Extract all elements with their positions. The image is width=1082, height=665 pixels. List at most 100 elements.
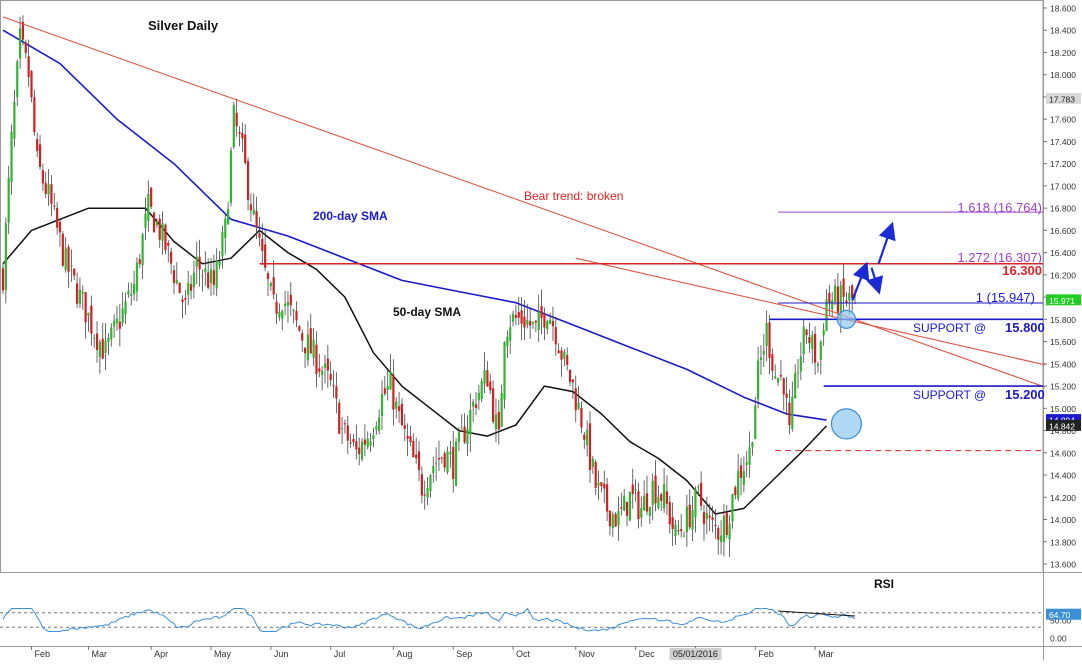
candle	[244, 134, 247, 163]
candle	[426, 487, 429, 498]
candle	[281, 310, 284, 320]
candle	[432, 466, 435, 474]
candle	[697, 486, 700, 488]
candle	[150, 187, 153, 207]
candle	[315, 344, 318, 374]
candle	[566, 355, 569, 365]
candle	[44, 182, 47, 194]
candle	[118, 321, 121, 329]
fib-1272-label: 1.272 (16.307)	[957, 250, 1042, 265]
sma50-line	[2, 207, 828, 515]
candle	[702, 512, 706, 525]
price-badge-label: 14.842	[1049, 421, 1075, 431]
candle	[218, 261, 221, 266]
candle	[189, 284, 193, 291]
candle	[261, 238, 264, 251]
candle	[235, 112, 238, 127]
rsi-value-label: 64.70	[1049, 610, 1071, 620]
candle	[628, 491, 631, 521]
candle	[309, 328, 312, 354]
candle	[503, 342, 506, 400]
sma-cross-circle	[830, 408, 863, 440]
candle	[30, 71, 33, 98]
candle	[688, 504, 691, 528]
rsi-value-badge	[1046, 608, 1081, 620]
candle	[457, 432, 461, 442]
time-tick-label: Feb	[758, 649, 774, 659]
candle	[38, 144, 42, 167]
candle	[605, 484, 609, 512]
price-badge-label: 15.971	[1049, 296, 1075, 306]
price-tick-label: 14.400	[1050, 471, 1076, 481]
candle	[754, 405, 757, 439]
candle	[674, 524, 677, 537]
price-tick-label: 18.400	[1050, 26, 1076, 36]
candle	[794, 373, 797, 399]
candle	[33, 97, 36, 133]
candle	[4, 223, 7, 290]
candle	[386, 385, 389, 391]
price-tick-label: 15.400	[1050, 359, 1076, 369]
candle	[87, 312, 90, 316]
candle	[246, 161, 250, 201]
candle	[657, 496, 660, 508]
candle	[625, 501, 629, 516]
candle	[50, 184, 53, 204]
price-tick-label: 14.600	[1050, 448, 1076, 458]
candle	[16, 61, 19, 98]
price-tick-label: 16.600	[1050, 226, 1076, 236]
candle	[352, 439, 355, 443]
candle	[372, 434, 375, 440]
time-cursor-box	[669, 648, 722, 660]
candle	[155, 221, 158, 226]
candle	[295, 311, 298, 321]
candle	[349, 442, 352, 444]
candle	[417, 451, 421, 471]
candle	[836, 286, 840, 313]
candle	[796, 372, 800, 374]
candle	[395, 401, 398, 409]
candle	[115, 318, 119, 324]
candle	[514, 315, 518, 318]
price-tick-label: 18.200	[1050, 48, 1076, 58]
candle	[7, 177, 10, 223]
candle	[822, 330, 825, 336]
candle	[238, 132, 241, 134]
candle	[415, 454, 418, 459]
candle	[708, 515, 711, 518]
candle	[506, 336, 509, 347]
price-tick-label: 16.200	[1050, 270, 1076, 280]
up-arrow-2	[877, 221, 896, 265]
candle	[728, 523, 731, 540]
time-tick-label: Mar	[91, 649, 107, 659]
candle	[409, 436, 412, 443]
candle	[198, 256, 201, 270]
candle	[266, 273, 270, 280]
candle	[494, 414, 498, 430]
candle	[466, 428, 469, 445]
candle	[221, 231, 224, 257]
candle	[158, 218, 161, 240]
price-tick-label: 14.800	[1050, 426, 1076, 436]
candle	[611, 514, 614, 529]
candle	[500, 393, 503, 427]
candle	[397, 406, 401, 411]
candle	[104, 340, 107, 354]
candle	[249, 204, 253, 211]
candle	[229, 150, 233, 203]
candle	[588, 423, 592, 470]
candle	[799, 356, 802, 372]
time-tick-label: May	[214, 649, 232, 659]
candle	[329, 373, 332, 381]
candle	[338, 402, 341, 434]
candle	[511, 313, 515, 322]
candle	[101, 338, 104, 359]
candle	[301, 333, 304, 341]
candle	[167, 242, 170, 246]
candle	[423, 494, 426, 496]
candle	[343, 423, 347, 425]
candle	[603, 483, 606, 489]
candle	[591, 458, 594, 467]
candle	[284, 303, 287, 307]
candle	[845, 300, 848, 303]
